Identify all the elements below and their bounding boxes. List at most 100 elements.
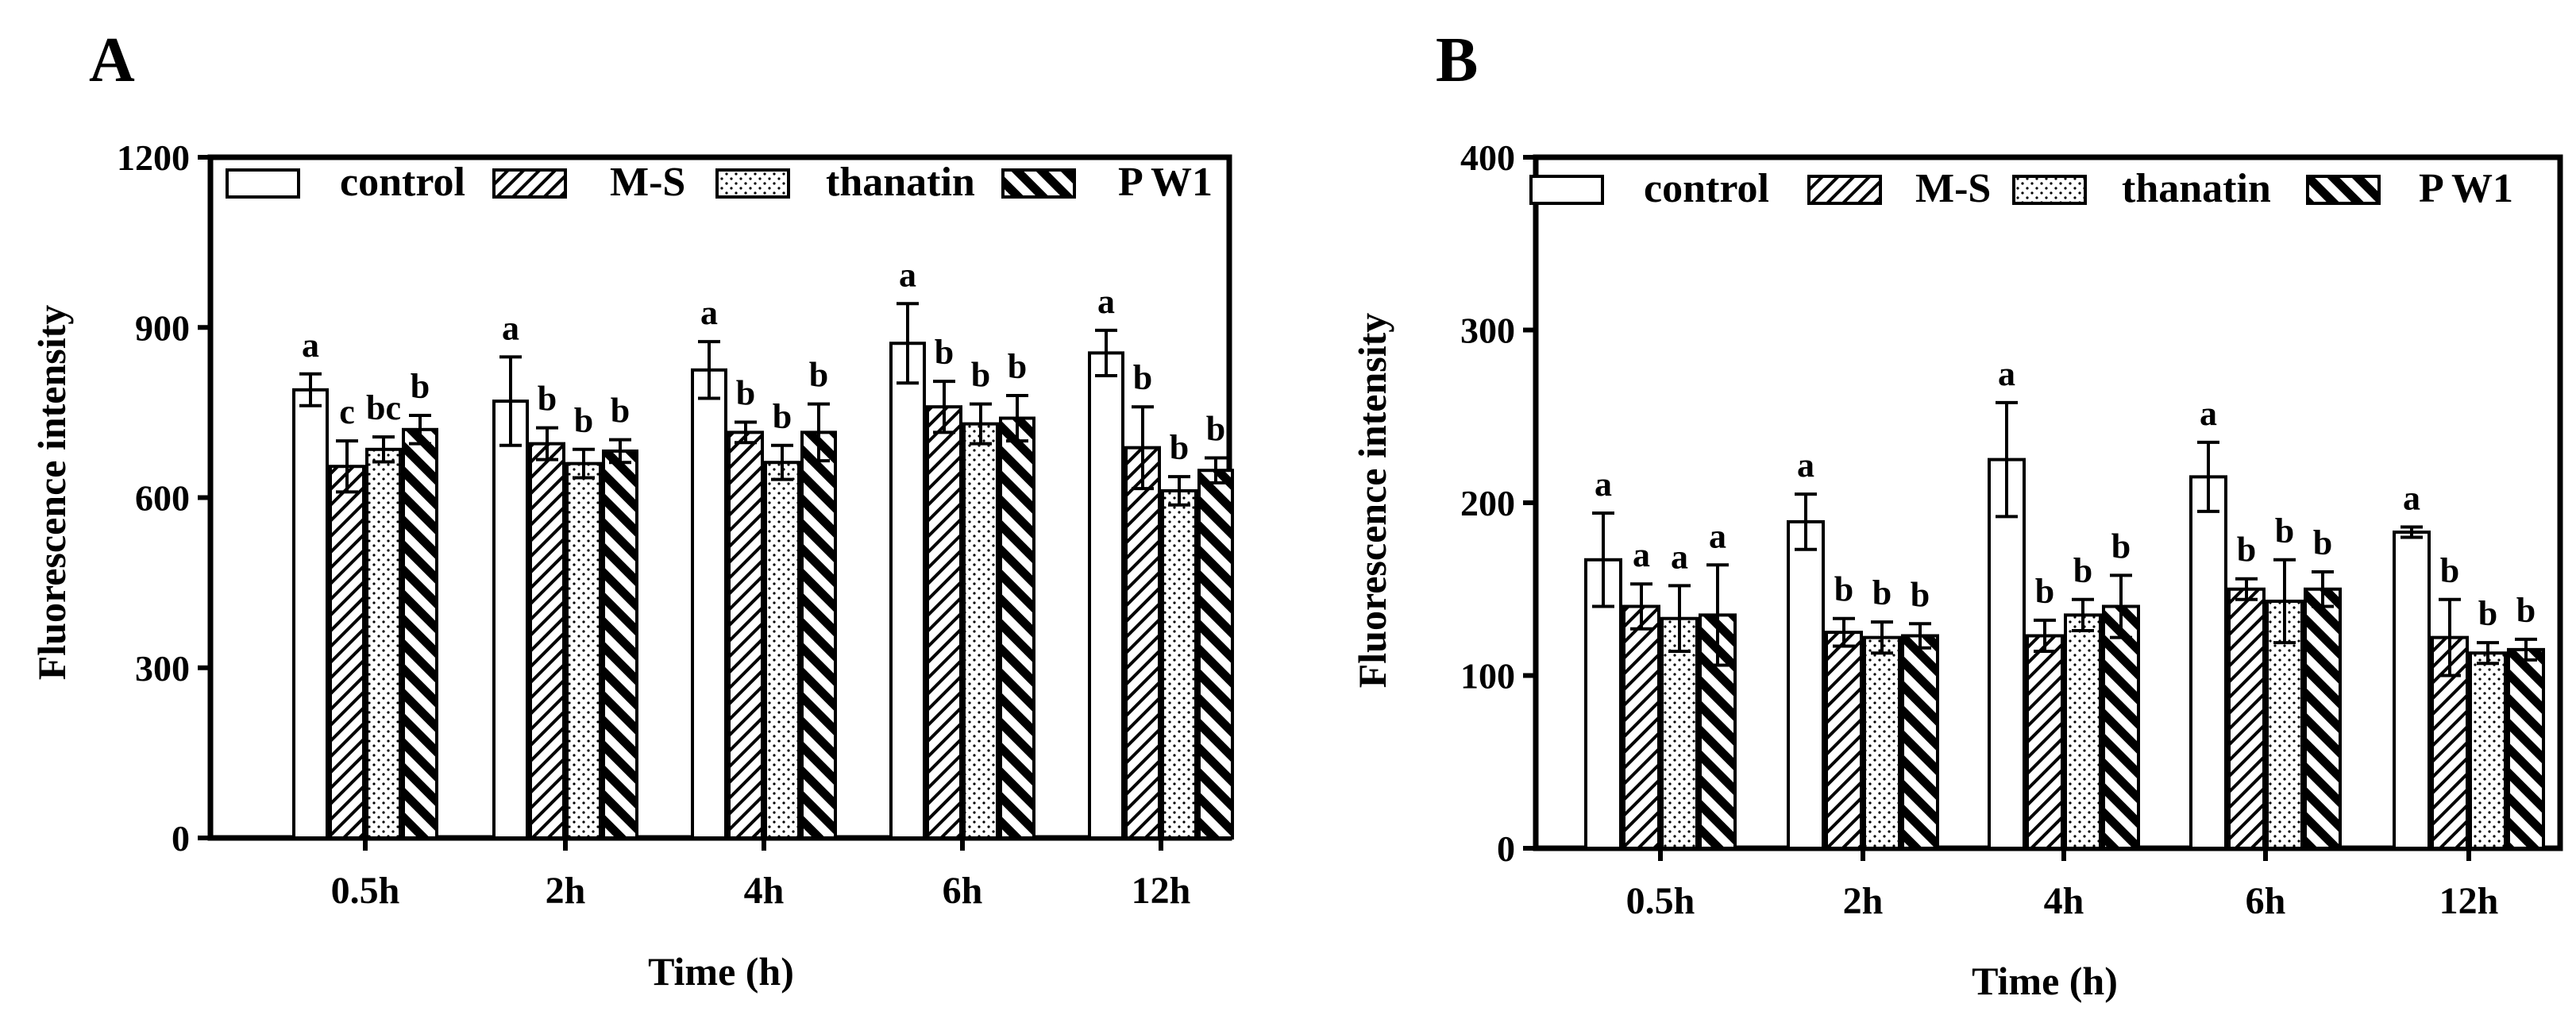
significance-letter: a (1097, 282, 1115, 321)
bar (962, 422, 999, 840)
significance-letter: a (1633, 535, 1650, 574)
significance-letter: a (1595, 465, 1612, 504)
bar (565, 461, 602, 840)
legend-label: P W1 (2419, 166, 2513, 211)
significance-letter: b (2035, 572, 2054, 611)
significance-letter: c (339, 392, 355, 431)
significance-letter: b (1170, 428, 1189, 467)
x-tick-label: 2h (1843, 880, 1884, 922)
bar (1901, 634, 1939, 850)
significance-letter: a (302, 326, 319, 365)
legend-label: M-S (610, 160, 685, 205)
bar (2189, 475, 2227, 850)
x-tick-label: 12h (1132, 870, 1191, 912)
x-tick-label: 4h (744, 870, 785, 912)
bar (1088, 351, 1124, 840)
bar (1825, 631, 1863, 850)
significance-letter: b (2516, 591, 2536, 630)
significance-letter: a (1671, 537, 1688, 576)
bar (329, 465, 365, 840)
bar (691, 368, 727, 840)
significance-letter: b (2313, 523, 2332, 562)
panel-a: A Fluorescence intensity Time (h) 0 300 60… (29, 25, 1234, 994)
x-tick-label: 6h (2246, 880, 2286, 922)
bar (1197, 469, 1234, 840)
significance-letter: bc (366, 388, 401, 427)
legend-label: thanatin (2122, 166, 2271, 211)
significance-letter: b (2073, 551, 2092, 590)
x-tick-label: 12h (2439, 880, 2499, 922)
panel-b: B Fluorescence intensity Time (h) 0 100 20… (1350, 25, 2563, 1003)
bar (1124, 446, 1161, 840)
bar (999, 416, 1035, 840)
significance-letter: a (1998, 354, 2015, 393)
significance-letter: b (611, 392, 630, 430)
legend-swatch (492, 168, 567, 199)
significance-letter: a (700, 293, 718, 332)
bar (889, 342, 926, 840)
significance-letter: b (538, 380, 557, 419)
y-tick-label: 300 (135, 648, 190, 689)
significance-letter: a (502, 308, 519, 347)
bar (800, 430, 837, 840)
bar (2026, 634, 2064, 850)
significance-letter: b (809, 356, 828, 395)
y-tick-label: 600 (135, 478, 190, 519)
x-tick-label: 0.5h (1626, 880, 1695, 922)
significance-letter: b (2275, 512, 2294, 550)
bar (2102, 604, 2140, 850)
legend-label: M-S (1915, 166, 1991, 211)
significance-letter: b (1008, 347, 1027, 386)
bar (529, 442, 565, 840)
legend-swatch (715, 168, 790, 199)
legend-swatch (2306, 175, 2381, 205)
significance-letter: b (971, 356, 990, 395)
bar (602, 449, 638, 840)
bar (1988, 457, 2026, 850)
bar (926, 405, 962, 840)
bar (402, 427, 438, 840)
legend-label: control (340, 160, 465, 205)
bar (365, 447, 402, 840)
significance-letter: b (2111, 527, 2131, 566)
y-axis-label: Fluorescence intensity (29, 305, 74, 681)
bar (2507, 647, 2545, 850)
y-axis-label: Fluorescence intensity (1350, 313, 1394, 689)
bar (2393, 530, 2431, 850)
legend-label: control (1644, 166, 1769, 211)
significance-letter: a (1709, 516, 1726, 555)
y-tick-label: 1200 (117, 137, 190, 178)
bar (2469, 651, 2507, 850)
legend-swatch (1529, 175, 1604, 205)
legend-label: P W1 (1118, 160, 1213, 205)
x-tick-label: 0.5h (331, 870, 400, 912)
significance-letter: b (574, 401, 593, 440)
x-axis-label: Time (h) (648, 949, 794, 994)
significance-letter: b (1911, 575, 1930, 614)
significance-letter: b (2237, 531, 2256, 569)
x-tick-label: 6h (943, 870, 983, 912)
significance-letter: b (2440, 551, 2459, 590)
y-tick-label: 400 (1460, 137, 1515, 178)
bar (1787, 519, 1825, 850)
significance-letter: b (1834, 570, 1853, 609)
bar (292, 388, 329, 840)
bar (2064, 613, 2102, 850)
legend-swatch (1807, 175, 1882, 205)
bar (727, 430, 764, 840)
y-tick-label: 100 (1460, 656, 1515, 697)
legend-swatch (2012, 175, 2087, 205)
significance-letter: b (736, 374, 755, 413)
legend-swatch (1001, 168, 1076, 199)
significance-letter: a (2200, 394, 2217, 433)
bar (1660, 616, 1699, 850)
x-tick-label: 4h (2044, 880, 2084, 922)
bar (492, 400, 529, 840)
bar (1161, 488, 1197, 840)
y-tick-label: 900 (135, 307, 190, 348)
significance-letter: b (773, 397, 792, 436)
panel-label: B (1436, 25, 1478, 95)
